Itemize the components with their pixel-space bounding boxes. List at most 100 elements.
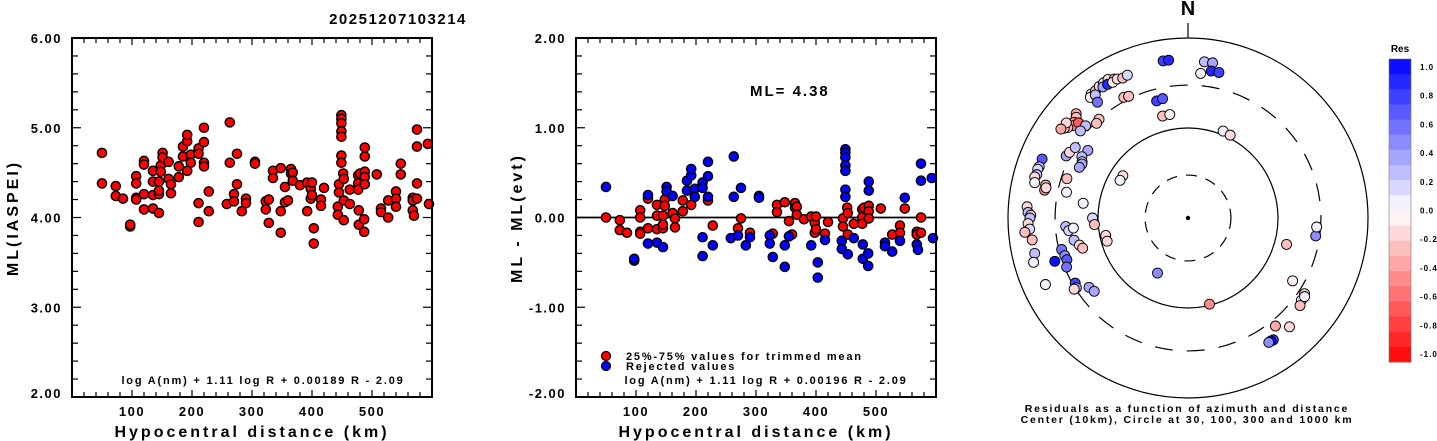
residual-y-tick-label: -1.00 <box>529 300 566 315</box>
polar-point <box>1019 226 1031 238</box>
polar-subtitle: Center (10km), Circle at 30, 100, 300 an… <box>1021 414 1354 426</box>
polar-point <box>1224 129 1236 141</box>
colorbar-tick-label: -1.0 <box>1420 350 1437 359</box>
rejected-residual-point <box>862 260 874 272</box>
ml-points <box>96 109 435 249</box>
colorbar-step <box>1389 286 1411 302</box>
polar-point <box>1152 267 1163 279</box>
ml-point <box>138 204 150 215</box>
rejected-residual-point <box>702 156 714 168</box>
ml-y-tick-label: 5.00 <box>31 121 62 136</box>
rejected-residual-point <box>863 176 875 187</box>
colorbar-step <box>1389 195 1411 211</box>
kept-residual-point <box>875 203 887 214</box>
legend-kept-label: 25%-75% values for trimmed mean <box>626 351 863 363</box>
colorbar-step <box>1389 119 1411 136</box>
rejected-residual-point <box>657 241 669 253</box>
rejected-residual-point <box>697 182 708 194</box>
polar-point <box>1123 90 1135 102</box>
polar-point <box>1055 123 1067 135</box>
rejected-residual-point <box>812 272 824 283</box>
ml-point <box>193 197 204 209</box>
ml-point <box>153 207 165 219</box>
polar-title: Residuals as a function of azimuth and d… <box>1025 403 1349 415</box>
colorbar-step <box>1389 74 1411 90</box>
ml-x-tick-label: 300 <box>239 404 265 419</box>
kept-residual-point <box>863 213 875 224</box>
ml-point <box>308 238 320 249</box>
rejected-residual-point <box>728 151 740 162</box>
ml-point <box>315 200 327 212</box>
ml-point <box>338 173 350 185</box>
ml-point <box>336 131 347 143</box>
rejected-residual-point <box>783 231 795 242</box>
rejected-residual-point <box>697 231 708 243</box>
colorbar-tick-label: 0.6 <box>1420 120 1434 129</box>
ml-point <box>198 161 210 172</box>
ml-point <box>263 217 275 229</box>
rejected-residual-point <box>667 190 678 202</box>
ml-point <box>224 157 236 169</box>
polar-point <box>1284 321 1295 333</box>
polar-point <box>1213 67 1225 78</box>
ml-point <box>198 136 210 148</box>
polar-point <box>1270 320 1281 332</box>
kept-residual-point <box>669 222 681 233</box>
ml-y-tick-label: 4.00 <box>31 211 62 226</box>
polar-point <box>1294 300 1306 311</box>
colorbar-tick-label: 0.4 <box>1420 149 1434 158</box>
ml-point <box>395 169 407 180</box>
polar-point <box>1028 256 1039 268</box>
ml-point <box>224 117 236 128</box>
residual-x-tick-label: 400 <box>803 404 829 419</box>
ml-point <box>249 158 261 169</box>
kept-residual-point <box>621 227 633 239</box>
colorbar-tick-label: 1.0 <box>1420 63 1434 72</box>
polar-point <box>1049 255 1061 267</box>
colorbar-step <box>1389 240 1411 257</box>
rejected-residual-point <box>819 234 831 246</box>
rejected-residual-point <box>915 158 927 169</box>
ml-point <box>358 226 370 238</box>
residual-formula-annotation: log A(nm) + 1.11 log R + 0.00196 R - 2.0… <box>624 375 907 387</box>
rejected-residual-point <box>628 253 640 265</box>
ml-point <box>411 141 423 152</box>
ml-point <box>138 188 150 200</box>
residual-x-tick-label: 300 <box>743 404 769 419</box>
kept-residual-point <box>600 212 612 223</box>
ml-point <box>117 193 129 204</box>
distance-circle-300km <box>1054 84 1322 352</box>
ml-point <box>240 197 252 209</box>
ml-point <box>371 169 383 180</box>
polar-point <box>1263 336 1275 348</box>
kept-residual-point <box>779 196 791 208</box>
colorbar-step <box>1389 149 1411 166</box>
ml-vs-distance-chart: 100 200 300 400 500 2.00 3.00 4.00 5.00 6.00 ML(I… <box>5 31 435 441</box>
polar-point <box>1121 69 1133 81</box>
ml-point <box>395 158 407 169</box>
ml-point <box>228 196 240 207</box>
polar-point <box>1204 298 1215 310</box>
residual-x-axis-label: Hypocentral distance (km) <box>618 424 893 441</box>
polar-point <box>1114 174 1126 186</box>
residual-axis-ticks: 100 200 300 400 500 -2.00 -1.00 0.00 1.00 2.00 <box>529 31 936 419</box>
ml-point <box>203 205 215 217</box>
ml-point <box>306 177 318 188</box>
kept-residual-point <box>899 203 911 214</box>
ml-point <box>411 178 423 189</box>
ml-point <box>231 148 243 160</box>
rejected-residual-point <box>728 191 740 203</box>
residual-x-tick-label: 100 <box>623 404 649 419</box>
polar-point <box>1068 283 1080 295</box>
kept-residual-point <box>707 220 719 231</box>
kept-residual-point <box>837 221 849 232</box>
ml-x-tick-label: 400 <box>299 404 325 419</box>
legend-rejected-marker <box>600 360 612 372</box>
residual-colorbar: Res 1.0 0.8 0.6 0.4 0.2 0.0 -0.2 -0.4 -0.6 -0.8 -1… <box>1388 44 1437 363</box>
polar-point <box>1310 230 1322 242</box>
ml-point <box>198 122 210 134</box>
ml-point <box>333 187 345 198</box>
colorbar-step <box>1389 346 1411 363</box>
ml-point <box>358 213 370 225</box>
residual-y-tick-label: 2.00 <box>535 31 566 46</box>
